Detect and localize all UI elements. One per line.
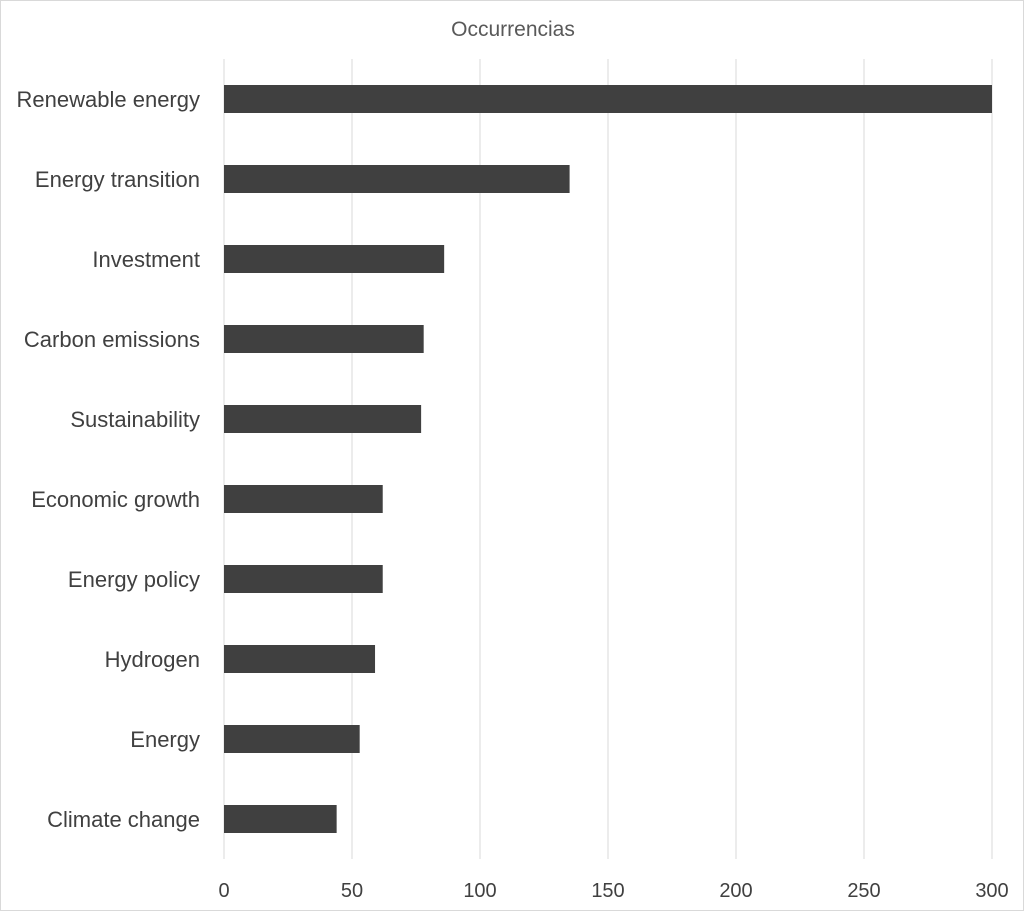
category-label: Carbon emissions (24, 327, 200, 352)
bar (224, 405, 422, 433)
category-label: Economic growth (31, 487, 200, 512)
x-tick-labels: 0 50 100 150 200 250 300 (218, 880, 1008, 902)
bar (224, 645, 376, 673)
bar (224, 565, 383, 593)
x-tick-label: 150 (591, 880, 624, 902)
bar (224, 325, 424, 353)
category-label: Hydrogen (105, 647, 200, 672)
bar (224, 85, 992, 113)
bar (224, 165, 570, 193)
category-labels: Renewable energy Energy transition Investm… (17, 87, 200, 832)
category-label: Climate change (47, 807, 200, 832)
category-label: Renewable energy (17, 87, 200, 112)
x-tick-label: 250 (847, 880, 880, 902)
x-tick-label: 300 (975, 880, 1008, 902)
bars (224, 85, 992, 833)
x-tick-label: 50 (341, 880, 363, 902)
x-tick-label: 100 (463, 880, 496, 902)
bar (224, 485, 383, 513)
category-label: Energy policy (68, 567, 200, 592)
category-label: Energy transition (35, 167, 200, 192)
category-label: Investment (92, 247, 200, 272)
x-tick-label: 0 (218, 880, 229, 902)
chart-title: Occurrencias (451, 18, 575, 41)
x-tick-label: 200 (719, 880, 752, 902)
bar (224, 245, 445, 273)
category-label: Sustainability (70, 407, 200, 432)
category-label: Energy (130, 727, 200, 752)
bar (224, 725, 360, 753)
bar (224, 805, 337, 833)
